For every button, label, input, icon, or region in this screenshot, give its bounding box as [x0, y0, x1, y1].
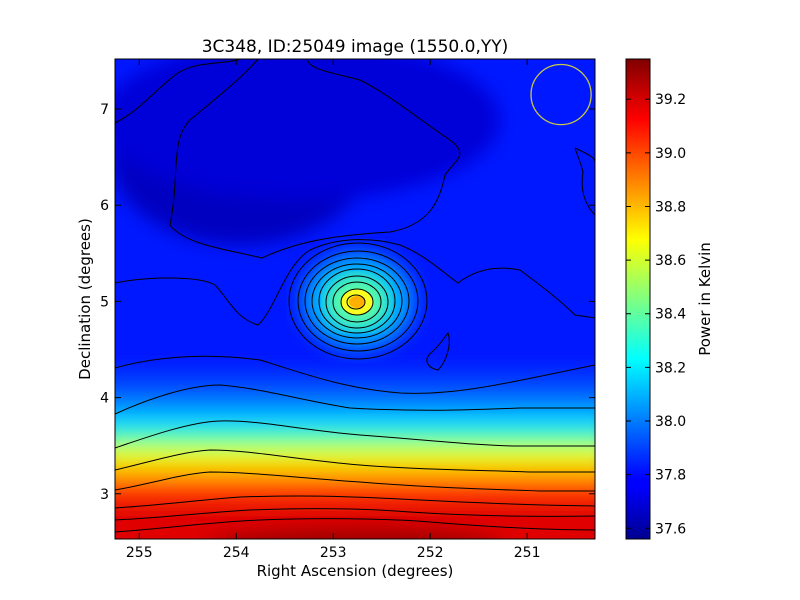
colorbar-tick-label: 38.8: [655, 199, 686, 215]
colorbar-bar: [625, 58, 651, 540]
x-tick-label: 252: [417, 545, 444, 561]
colorbar-tick-label: 38.4: [655, 307, 686, 323]
colorbar-tick-label: 39.0: [655, 146, 686, 162]
colorbar-tick-label: 38.6: [655, 253, 686, 269]
colorbar-tick-label: 39.2: [655, 92, 686, 108]
x-axis: 255 254 253 252 251: [126, 59, 541, 561]
colorbar-tick-label: 37.8: [655, 468, 686, 484]
beam-circle: [530, 63, 592, 126]
y-tick-label: 7: [100, 102, 109, 118]
plot-area: 255 254 253 252 251 3 4 5 6 7: [100, 58, 596, 561]
y-tick-label: 4: [100, 391, 109, 407]
y-tick-label: 5: [100, 294, 109, 310]
x-tick-label: 254: [223, 545, 250, 561]
colorbar-tick-label: 37.6: [655, 521, 686, 537]
y-axis-label: Declination (degrees): [76, 218, 94, 380]
heatmap-image: [115, 59, 595, 539]
chart-title: 3C348, ID:25049 image (1550.0,YY): [202, 37, 509, 57]
plot-frame: [114, 58, 596, 540]
x-tick-label: 255: [126, 545, 153, 561]
y-tick-label: 3: [100, 487, 109, 503]
x-tick-label: 251: [514, 545, 541, 561]
x-tick-label: 253: [320, 545, 347, 561]
colorbar: 37.6 37.8 38.0 38.2 38.4 38.6 38.8 39.0 39.2 Pow…: [625, 58, 714, 540]
colorbar-ticks: 37.6 37.8 38.0 38.2 38.4 38.6 38.8 39.0 39.2: [626, 92, 686, 537]
colorbar-tick-label: 38.2: [655, 360, 686, 376]
colorbar-tick-label: 38.0: [655, 414, 686, 430]
y-axis: 3 4 5 6 7: [100, 102, 595, 503]
colorbar-label: Power in Kelvin: [696, 242, 714, 356]
y-tick-label: 6: [100, 198, 109, 214]
x-axis-label: Right Ascension (degrees): [257, 562, 454, 580]
